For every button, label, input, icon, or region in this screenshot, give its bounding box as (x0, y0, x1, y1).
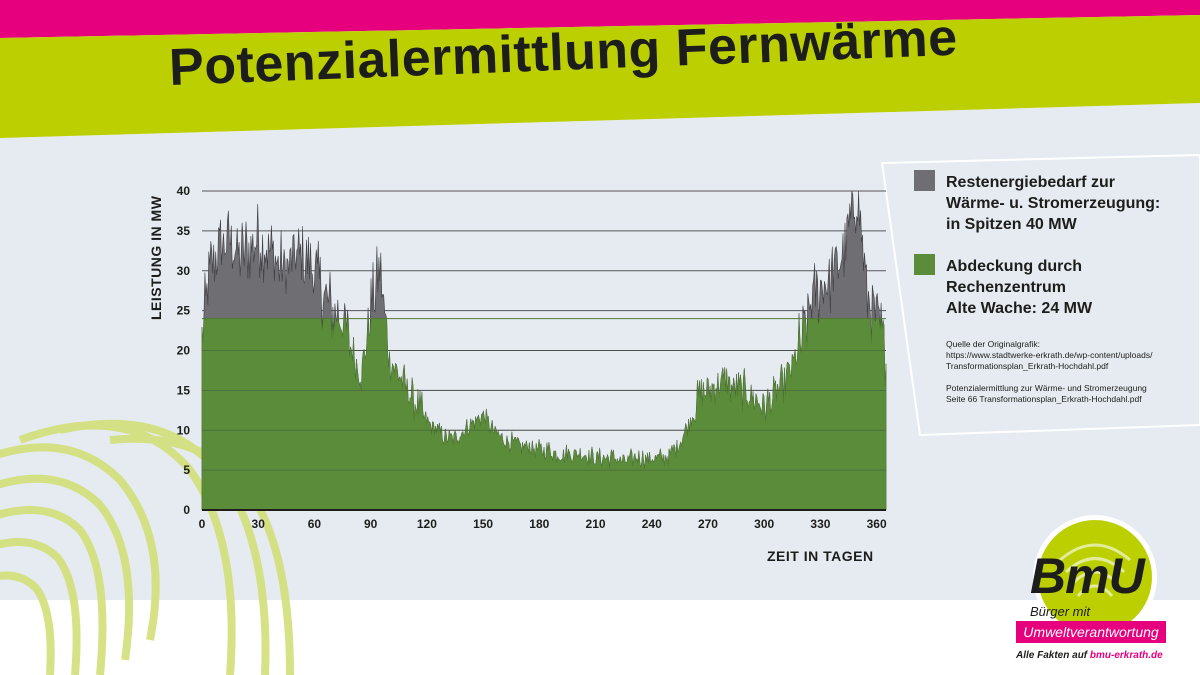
y-tick-label: 0 (183, 503, 190, 517)
y-tick-label: 40 (177, 184, 191, 198)
x-tick-label: 120 (417, 517, 437, 531)
source-line: Seite 66 Transformationsplan_Erkrath-Hoc… (946, 394, 1142, 404)
y-tick-label: 20 (177, 344, 191, 358)
legend-item-rest: Restenergiebedarf zur Wärme- u. Stromerz… (946, 172, 1160, 235)
logo-tagline-badge: Umweltverantwortung (1016, 621, 1166, 643)
source-line: Transformationsplan_Erkrath-Hochdahl.pdf (946, 361, 1109, 371)
footer-note: Alle Fakten auf bmu-erkrath.de (1016, 650, 1163, 661)
x-tick-label: 60 (308, 517, 322, 531)
logo-brand: BmU (1030, 548, 1145, 604)
legend-item-coverage: Abdeckung durch Rechenzentrum Alte Wache… (946, 256, 1092, 319)
x-tick-label: 240 (642, 517, 662, 531)
legend-swatch-rest (914, 170, 935, 191)
x-tick-label: 90 (364, 517, 378, 531)
x-tick-label: 30 (252, 517, 266, 531)
lime-title-band (0, 15, 1200, 138)
y-tick-label: 5 (183, 463, 190, 477)
source-note: Quelle der Originalgrafik: https://www.s… (946, 339, 1152, 405)
y-tick-label: 30 (177, 264, 191, 278)
legend-swatch-coverage (914, 254, 935, 275)
series-area-coverage (201, 317, 887, 511)
series-layer (201, 190, 887, 511)
legend-line: in Spitzen 40 MW (946, 216, 1077, 233)
y-tick-label: 15 (177, 383, 191, 397)
x-tick-label: 180 (529, 517, 549, 531)
x-tick-label: 360 (867, 517, 887, 531)
y-axis-label: LEISTUNG IN MW (148, 195, 164, 320)
legend-line: Wärme- u. Stromerzeugung: (946, 195, 1161, 212)
legend-line: Abdeckung durch (946, 258, 1083, 275)
legend-line: Rechenzentrum (946, 279, 1067, 296)
footer-prefix: Alle Fakten auf (1016, 650, 1090, 661)
x-tick-label: 0 (199, 517, 206, 531)
x-axis-label: ZEIT IN TAGEN (767, 548, 874, 564)
axes: 0 5 10 15 20 25 30 35 40 0 30 60 90 120 150 180 210 240 27… (177, 184, 887, 531)
x-tick-label: 330 (810, 517, 830, 531)
source-line: https://www.stadtwerke-erkrath.de/wp-con… (946, 350, 1153, 360)
legend-line: Restenergiebedarf zur (946, 174, 1115, 191)
legend-line: Alte Wache: 24 MW (946, 300, 1093, 317)
x-tick-label: 150 (473, 517, 493, 531)
y-tick-label: 35 (177, 224, 191, 238)
x-tick-label: 210 (586, 517, 606, 531)
logo-fingerprint-icon (1059, 543, 1131, 598)
source-line: Potenzialermittlung zur Wärme- und Strom… (946, 383, 1147, 393)
legend-box (880, 153, 1200, 437)
x-tick-label: 300 (754, 517, 774, 531)
footer-link[interactable]: bmu-erkrath.de (1089, 650, 1163, 661)
y-tick-label: 25 (177, 304, 191, 318)
x-tick-label: 270 (698, 517, 718, 531)
logo-circle (1038, 520, 1152, 634)
source-line: Quelle der Originalgrafik: (946, 339, 1041, 349)
magenta-band (0, 0, 1200, 38)
logo-tagline: Bürger mit (1030, 604, 1090, 619)
y-tick-label: 10 (177, 423, 191, 437)
